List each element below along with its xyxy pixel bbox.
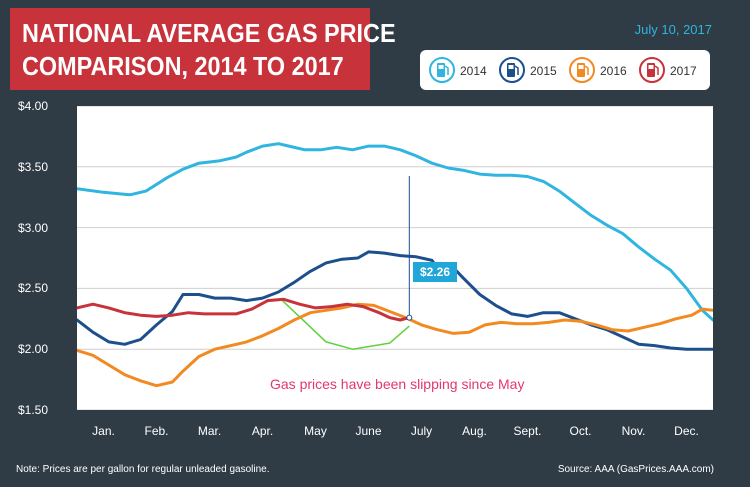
x-tick-label: Oct. xyxy=(569,424,592,438)
trend-arc xyxy=(280,298,410,350)
title-box: NATIONAL AVERAGE GAS PRICE COMPARISON, 2… xyxy=(10,8,396,90)
price-callout: $2.26 xyxy=(413,262,457,282)
line-chart xyxy=(75,105,715,411)
plot-area xyxy=(75,105,715,411)
x-tick-label: May xyxy=(304,424,327,438)
x-tick-label: Mar. xyxy=(197,424,222,438)
legend-label: 2016 xyxy=(600,64,627,78)
legend-label: 2017 xyxy=(670,64,697,78)
x-tick-label: June xyxy=(355,424,382,438)
chart-legend: 2014 2015 2016 2017 xyxy=(420,50,710,90)
series-line-2017 xyxy=(75,297,411,322)
series-line-2016 xyxy=(75,302,715,388)
x-tick-label: Jan. xyxy=(92,424,115,438)
callout-marker xyxy=(406,314,413,321)
series-line-2014 xyxy=(75,142,715,322)
gas-pump-icon xyxy=(429,57,455,83)
report-date: July 10, 2017 xyxy=(634,22,712,37)
y-tick-label: $4.00 xyxy=(18,99,49,113)
legend-label: 2014 xyxy=(460,64,487,78)
title-line-1: NATIONAL AVERAGE GAS PRICE xyxy=(22,18,396,48)
gas-pump-icon xyxy=(639,57,665,83)
x-tick-label: Sept. xyxy=(513,424,542,438)
gas-pump-icon xyxy=(499,57,525,83)
x-tick-label: July xyxy=(410,424,433,438)
title-line-2: COMPARISON, 2014 TO 2017 xyxy=(22,51,344,81)
y-tick-label: $2.00 xyxy=(18,342,49,357)
x-tick-label: Aug. xyxy=(462,424,487,438)
y-tick-label: $2.50 xyxy=(18,281,49,296)
x-tick-label: Apr. xyxy=(251,424,274,438)
gas-pump-icon xyxy=(569,57,595,83)
x-tick-label: Nov. xyxy=(621,424,646,438)
source-credit: Source: AAA (GasPrices.AAA.com) xyxy=(557,464,714,475)
legend-label: 2015 xyxy=(530,64,557,78)
y-tick-label: $3.00 xyxy=(18,220,49,235)
x-tick-label: Dec. xyxy=(674,424,699,438)
chart-annotation: Gas prices have been slipping since May xyxy=(270,376,525,392)
y-tick-label: $1.50 xyxy=(18,403,49,417)
footnote: Note: Prices are per gallon for regular … xyxy=(16,464,270,475)
x-tick-label: Feb. xyxy=(144,424,169,438)
series-line-2015 xyxy=(75,250,715,351)
y-tick-label: $3.50 xyxy=(18,159,49,174)
